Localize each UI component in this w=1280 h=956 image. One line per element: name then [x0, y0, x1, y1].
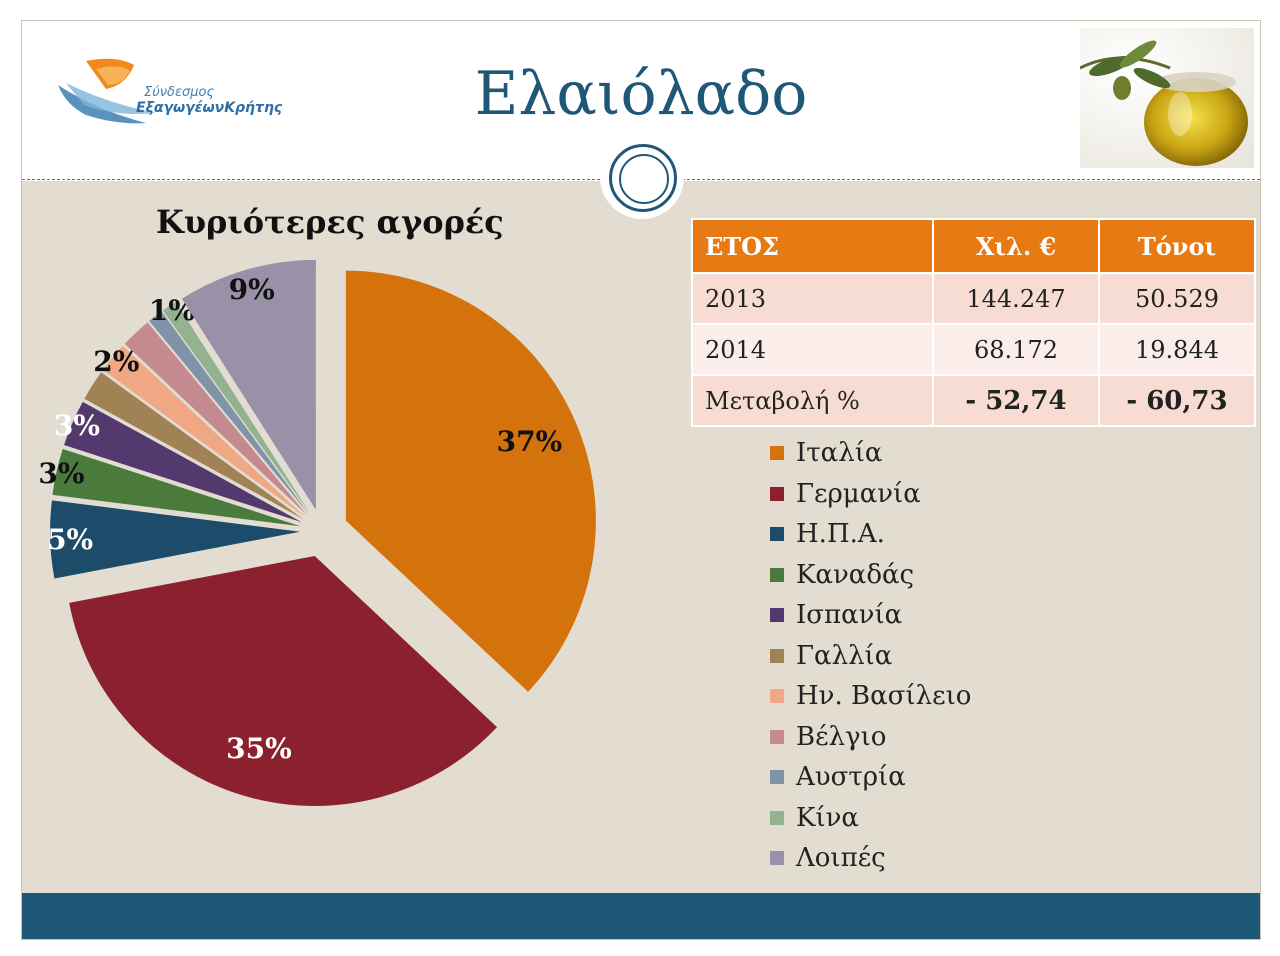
legend-swatch	[770, 446, 784, 461]
legend-swatch	[770, 486, 784, 501]
table-row: Μεταβολή % - 52,74 - 60,73	[691, 374, 1256, 427]
legend-item: Καναδάς	[770, 555, 971, 596]
pie-data-label: 35%	[226, 732, 292, 765]
table-cell: 68.172	[932, 323, 1100, 376]
circle-ornament-icon	[600, 135, 684, 219]
pie-data-label: 3%	[38, 457, 84, 490]
table-row: 2014 68.172 19.844	[691, 323, 1256, 376]
table-cell: 19.844	[1098, 323, 1256, 376]
footer-bar	[22, 893, 1260, 939]
logo-line2: ΕξαγωγέωνΚρήτης	[136, 100, 283, 116]
legend-swatch	[770, 810, 784, 825]
table-cell: 2014	[691, 323, 934, 376]
legend-item: Γαλλία	[770, 636, 971, 677]
data-table: ΕΤΟΣ Χιλ. € Τόνοι 2013 144.247 50.529 20…	[691, 218, 1256, 427]
legend-swatch	[770, 851, 784, 866]
legend-swatch	[770, 770, 784, 785]
table-cell: 144.247	[932, 272, 1100, 325]
legend-item: Λοιπές	[770, 838, 971, 879]
legend-item: Κίνα	[770, 798, 971, 839]
table-row: 2013 144.247 50.529	[691, 272, 1256, 325]
legend-swatch	[770, 527, 784, 542]
legend-label: Λοιπές	[796, 843, 886, 874]
pie-data-label: 9%	[229, 273, 275, 306]
pie-chart: 37%35%5%3%3%2%1%9%	[38, 259, 596, 806]
pie-slice-3	[50, 500, 301, 579]
legend-label: Η.Π.Α.	[796, 519, 885, 550]
pie-slice-7	[102, 345, 306, 517]
legend-swatch	[770, 608, 784, 623]
pie-data-label: 5%	[47, 523, 93, 556]
legend-label: Γαλλία	[796, 640, 893, 671]
table-header-cell: ΕΤΟΣ	[691, 218, 934, 274]
pie-slice-11	[181, 259, 316, 510]
legend-item: Βέλγιο	[770, 717, 971, 758]
legend-swatch	[770, 689, 784, 704]
pie-slice-8	[124, 322, 307, 515]
slide: Σύνδεσμος ΕξαγωγέωνΚρήτης Ελαιόλαδο	[21, 20, 1261, 940]
legend-swatch	[770, 729, 784, 744]
olive-oil-jar-icon	[1079, 28, 1254, 168]
legend-label: Ισπανία	[796, 600, 903, 631]
logo-line1: Σύνδεσμος	[144, 85, 215, 100]
legend-label: Γερμανία	[796, 478, 921, 509]
table-header-cell: Τόνοι	[1098, 218, 1256, 274]
legend-item: Η.Π.Α.	[770, 514, 971, 555]
legend-label: Ιταλία	[796, 438, 883, 469]
table-header-cell: Χιλ. €	[932, 218, 1100, 274]
pie-slice-5	[64, 401, 302, 523]
pie-slice-6	[84, 372, 304, 520]
pie-slice-9	[149, 311, 309, 514]
pie-data-label: 37%	[497, 425, 563, 458]
legend-item: Γερμανία	[770, 474, 971, 515]
legend-swatch	[770, 567, 784, 582]
table-cell: - 60,73	[1098, 374, 1256, 427]
pie-data-label: 3%	[54, 409, 100, 442]
legend-label: Κίνα	[796, 802, 859, 833]
olive-oil-photo	[1079, 28, 1254, 168]
legend-item: Ισπανία	[770, 595, 971, 636]
logo: Σύνδεσμος ΕξαγωγέωνΚρήτης	[56, 55, 286, 135]
logo-icon	[58, 58, 156, 124]
table-cell: 50.529	[1098, 272, 1256, 325]
legend-swatch	[770, 648, 784, 663]
legend-label: Βέλγιο	[796, 721, 887, 752]
legend-item: Αυστρία	[770, 757, 971, 798]
legend-label: Ην. Βασίλειο	[796, 681, 972, 712]
slide-header: Σύνδεσμος ΕξαγωγέωνΚρήτης Ελαιόλαδο	[22, 21, 1260, 181]
legend-label: Καναδάς	[796, 559, 915, 590]
pie-slice-1	[345, 270, 596, 692]
legend-item: Ιταλία	[770, 433, 971, 474]
chart-legend: Ιταλία Γερμανία Η.Π.Α. Καναδάς Ισπανία Γαλλία…	[770, 433, 971, 879]
page-title: Ελαιόλαδο	[474, 59, 808, 129]
pie-slice-4	[52, 448, 301, 527]
chart-title: Κυριότερες αγορές	[156, 203, 504, 241]
legend-item: Ην. Βασίλειο	[770, 676, 971, 717]
pie-slice-2	[69, 555, 497, 806]
table-header-row: ΕΤΟΣ Χιλ. € Τόνοι	[691, 218, 1256, 274]
table-cell: 2013	[691, 272, 934, 325]
table-cell: Μεταβολή %	[691, 374, 934, 427]
legend-label: Αυστρία	[796, 762, 906, 793]
table-cell: - 52,74	[932, 374, 1100, 427]
pie-slice-10	[162, 301, 310, 513]
